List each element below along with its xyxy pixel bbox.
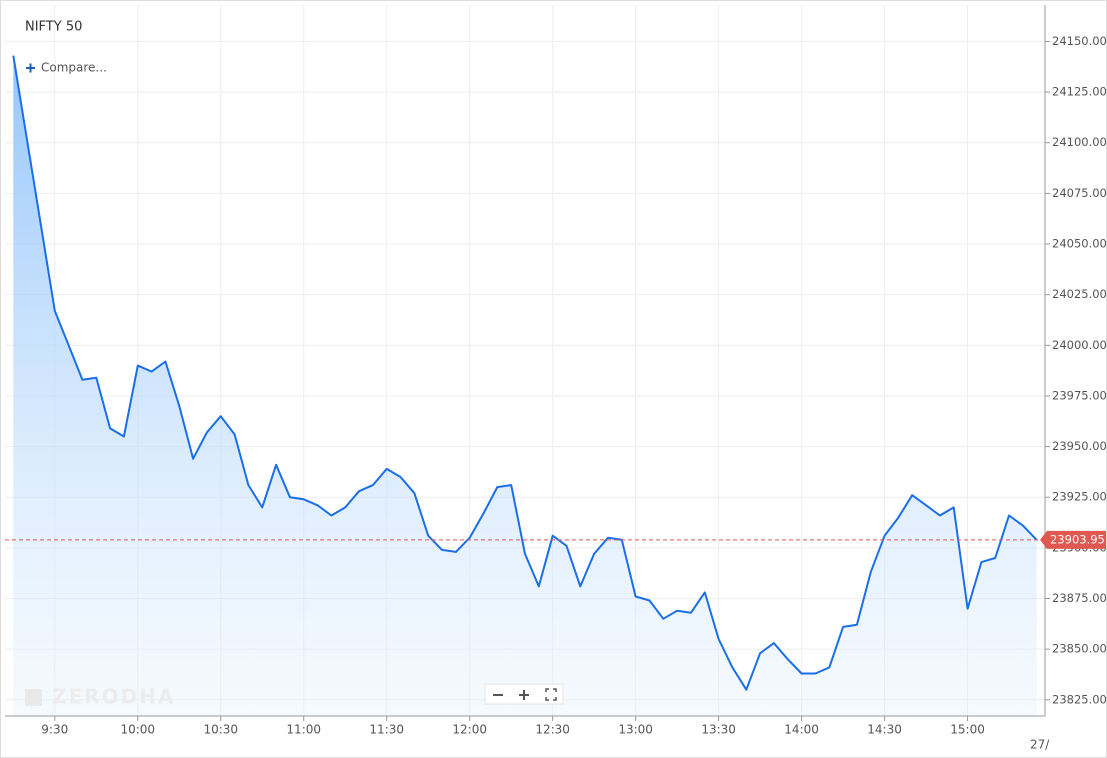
line	[12, 55, 1038, 691]
watermark-text: ZERODHA	[52, 685, 175, 709]
y-tick-label: 24100.00	[1052, 135, 1107, 149]
x-tick-label: 11:30	[369, 723, 404, 737]
watermark: ZERODHA	[25, 685, 175, 709]
fullscreen[interactable]	[545, 688, 557, 701]
x-tick-label: 14:00	[784, 723, 819, 737]
x-tick-label: 10:30	[203, 723, 238, 737]
x-tick-label: 11:00	[286, 723, 321, 737]
x-tick-label: 12:00	[452, 723, 487, 737]
y-tick-label: 24000.00	[1052, 338, 1107, 352]
x-tick-label: 10:00	[120, 723, 155, 737]
x-tick-label: 15:00	[950, 723, 985, 737]
y-tick-label: 24025.00	[1052, 287, 1107, 301]
plus-icon	[26, 63, 35, 73]
y-tick-label: 24050.00	[1052, 237, 1107, 251]
compare-label[interactable]: Compare...	[41, 61, 107, 75]
x-tick-label: 9:30	[41, 723, 68, 737]
watermark-logo	[25, 689, 42, 706]
zoom-controls	[484, 683, 564, 705]
x-tick-label: 14:30	[867, 723, 902, 737]
chart-title: NIFTY 50	[25, 20, 82, 35]
area	[13, 55, 1037, 717]
last-price-tag	[1040, 530, 1106, 549]
y-tick-label: 23850.00	[1052, 642, 1107, 656]
y-tick-label: 23875.00	[1052, 591, 1107, 605]
y-tick-label: 23825.00	[1052, 692, 1107, 706]
x-edge-label: 27/	[1030, 738, 1050, 752]
y-tick-label: 24125.00	[1052, 85, 1107, 99]
x-tick-label: 12:30	[535, 723, 570, 737]
y-tick-label: 24075.00	[1052, 186, 1107, 200]
last-price-label: 23903.95	[1050, 532, 1105, 546]
x-tick-label: 13:00	[618, 723, 653, 737]
axes: 23825.0023850.0023875.0023900.0023925.00…	[41, 34, 1107, 752]
y-tick-label: 24150.00	[1052, 34, 1107, 48]
compare-button[interactable]: Compare...	[26, 61, 107, 75]
y-tick-label: 23925.00	[1052, 490, 1107, 504]
plot	[5, 55, 1045, 717]
zoom-in[interactable]	[519, 690, 529, 700]
y-tick-label: 23950.00	[1052, 439, 1107, 453]
y-tick-label: 23975.00	[1052, 388, 1107, 402]
x-tick-label: 13:30	[701, 723, 736, 737]
